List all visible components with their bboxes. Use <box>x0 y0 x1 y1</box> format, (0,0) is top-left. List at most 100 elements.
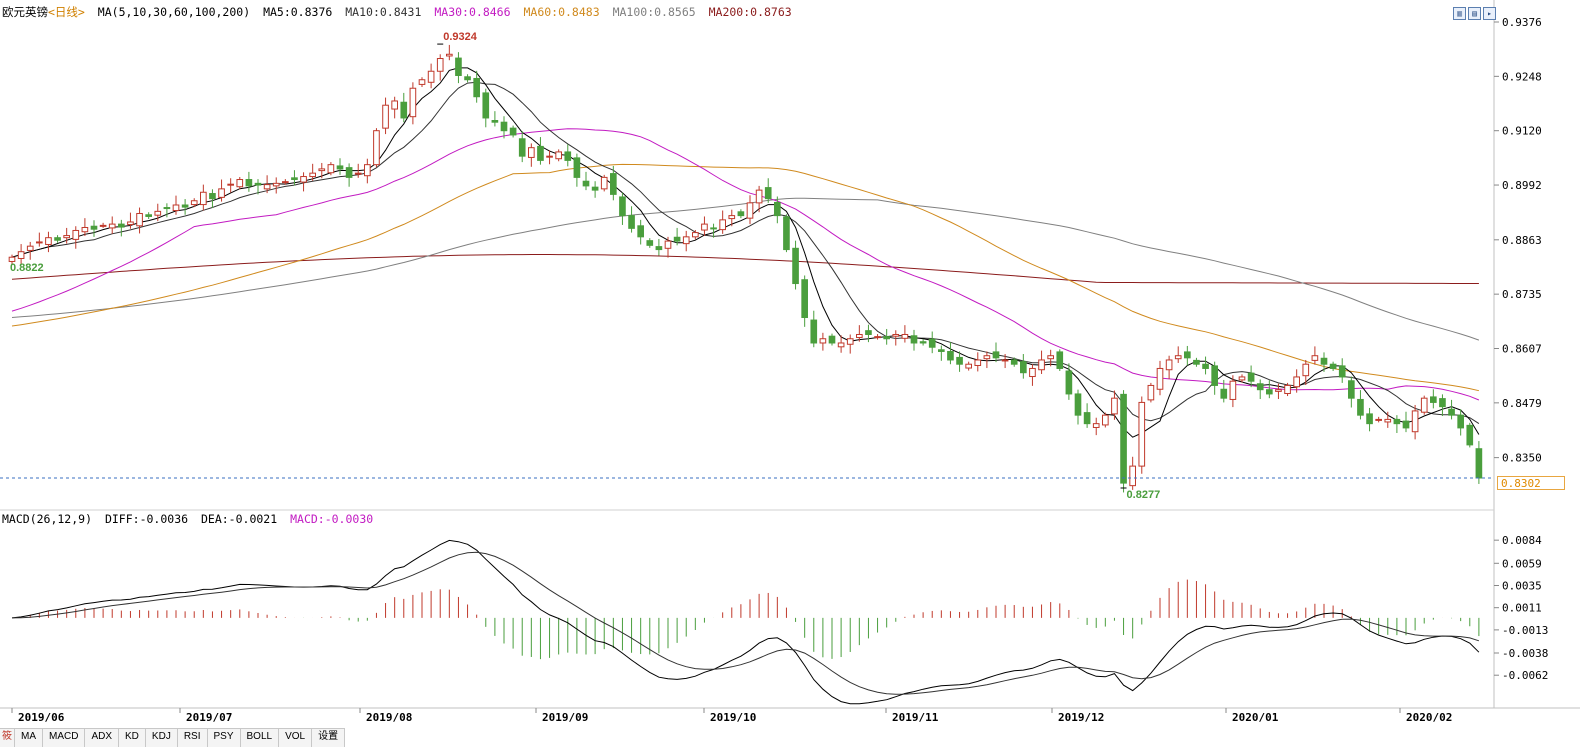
tab-settings[interactable]: 设置 <box>312 729 346 747</box>
candle-body <box>181 204 189 208</box>
macd-params-label[interactable]: MACD(26,12,9) <box>2 512 93 526</box>
candle-body <box>345 167 353 178</box>
candle-body <box>591 186 599 191</box>
candle-body <box>373 130 380 166</box>
candle-body <box>883 336 890 340</box>
candle-body <box>1302 363 1310 377</box>
ma-params-label[interactable]: MA(5,10,30,60,100,200) <box>97 5 251 19</box>
candle-body <box>118 223 125 228</box>
date-tick-label: 2020/02 <box>1406 711 1452 724</box>
tab-kdj[interactable]: KDJ <box>145 729 178 747</box>
tab-rsi[interactable]: RSI <box>177 729 208 747</box>
tab-ma[interactable]: MA <box>15 729 43 747</box>
candle-body <box>610 173 617 195</box>
candle-body <box>938 349 945 352</box>
tab-adx[interactable]: ADX <box>85 729 120 747</box>
candle-body <box>1083 412 1091 425</box>
candle-body <box>637 225 644 238</box>
candle-body <box>418 79 426 85</box>
candle-body <box>518 138 526 157</box>
candle-body <box>1348 380 1355 399</box>
candle-body <box>81 226 89 233</box>
candle-body <box>692 232 699 238</box>
candle-body <box>1202 363 1209 369</box>
ma200-label: MA200:0.8763 <box>708 5 792 19</box>
candle-body <box>710 227 717 230</box>
layout-icon[interactable]: ▤ <box>1468 7 1481 20</box>
price-tick-label: 0.9376 <box>1502 16 1542 29</box>
price-tick-label: 0.8607 <box>1502 343 1542 356</box>
candle-body <box>1165 359 1173 371</box>
candle-body <box>992 351 1000 359</box>
ma10-label: MA10:0.8431 <box>345 5 422 19</box>
candle-body <box>600 176 608 190</box>
candle-body <box>728 215 736 220</box>
candle-body <box>1065 370 1073 395</box>
candle-body <box>1010 359 1018 365</box>
candle-body <box>619 196 626 217</box>
tab-macd[interactable]: MACD <box>43 729 86 747</box>
candle-body <box>774 201 781 217</box>
zoom-icon[interactable]: ▥ <box>1453 7 1466 20</box>
ma5-label: MA5:0.8376 <box>263 5 333 19</box>
candle-body <box>291 177 298 181</box>
candle-body <box>409 87 417 118</box>
candle-body <box>819 338 827 344</box>
candle-body <box>282 181 289 184</box>
expand-icon[interactable]: ▸ <box>1483 7 1496 20</box>
price-tick-label: 0.8735 <box>1502 288 1542 301</box>
ma5-line <box>11 67 1480 438</box>
candle-body <box>792 247 799 285</box>
candle-body <box>1366 413 1373 425</box>
candle-body <box>26 245 34 251</box>
candle-body <box>801 279 808 319</box>
candle-body <box>673 236 681 242</box>
candle-body <box>856 333 863 338</box>
tab-0[interactable]: 筱 <box>0 729 15 747</box>
candle-body <box>72 229 80 240</box>
candle-body <box>828 335 836 344</box>
candle-body <box>1275 389 1282 392</box>
tab-psy[interactable]: PSY <box>207 729 241 747</box>
candle-body <box>1311 355 1319 361</box>
candle-body <box>555 151 562 160</box>
candle-body <box>45 237 52 245</box>
candle-body <box>1047 355 1054 360</box>
candle-body <box>1156 367 1164 390</box>
candle-body <box>263 184 271 190</box>
tab-kd[interactable]: KD <box>119 729 146 747</box>
ma100-line <box>11 197 1480 341</box>
candle-body <box>172 204 180 212</box>
period-label[interactable]: <日线> <box>48 5 85 19</box>
price-panel-header: 欧元英镑<日线> MA(5,10,30,60,100,200) MA5:0.83… <box>2 5 798 19</box>
candle-body <box>1284 384 1291 395</box>
candle-body <box>628 215 635 229</box>
candle-body <box>1001 359 1009 362</box>
candle-body <box>1357 398 1364 416</box>
candle-body <box>1439 398 1446 408</box>
candle-body <box>1220 388 1228 399</box>
tab-boll[interactable]: BOLL <box>240 729 280 747</box>
candle-body <box>919 341 927 344</box>
dea-line <box>11 551 1480 695</box>
candle-body <box>1384 418 1392 423</box>
candle-body <box>1074 393 1082 416</box>
candle-body <box>300 176 307 183</box>
candle-body <box>1211 365 1218 386</box>
price-tick-label: 0.8479 <box>1502 397 1542 410</box>
candle-body <box>482 92 490 119</box>
candle-body <box>1448 408 1455 416</box>
candle-body <box>1466 424 1474 446</box>
candle-body <box>1475 448 1483 479</box>
macd-tick-label: 0.0059 <box>1502 557 1542 570</box>
candle-body <box>1247 372 1255 382</box>
candle-body <box>236 179 244 188</box>
ma60-line <box>11 163 1480 392</box>
price-tick-label: 0.8350 <box>1502 452 1542 465</box>
candle-body <box>983 355 991 360</box>
candle-body <box>1430 396 1437 403</box>
candle-body <box>491 120 499 123</box>
tab-vol[interactable]: VOL <box>279 729 313 747</box>
candle-body <box>1420 397 1428 413</box>
